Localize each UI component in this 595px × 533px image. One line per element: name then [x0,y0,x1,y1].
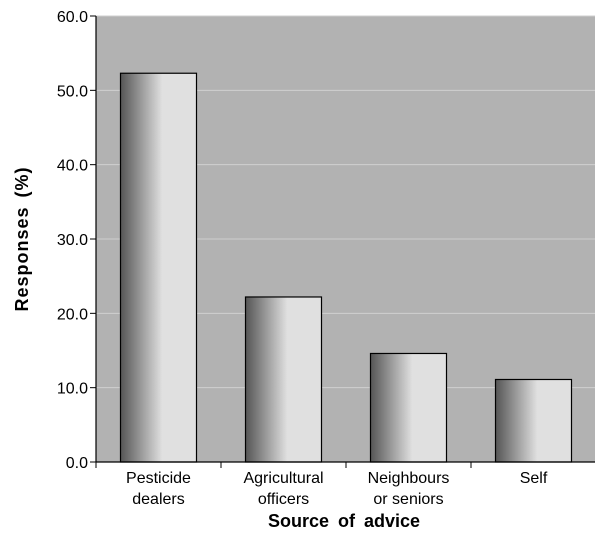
x-axis-title: Source of advice [268,511,420,531]
y-tick-label: 0.0 [66,455,88,472]
x-category-label: or seniors [373,491,443,508]
y-axis-title: Responses (%) [12,166,32,311]
y-tick-label: 60.0 [57,9,88,26]
bar [369,352,448,463]
x-category-label: Pesticide [126,470,191,487]
y-tick-label: 20.0 [57,306,88,323]
axes [90,15,595,468]
x-category-label: dealers [132,491,184,508]
x-category-label: officers [258,491,309,508]
bar [119,72,198,463]
x-category-label: Neighbours [368,470,450,487]
y-tick-label: 50.0 [57,83,88,100]
x-category-label: Self [520,470,548,487]
y-tick-label: 40.0 [57,158,88,175]
bar [244,296,323,463]
y-tick-label: 10.0 [57,381,88,398]
y-tick-labels: 0.0 10.0 20.0 30.0 40.0 50.0 60.0 [57,9,88,472]
x-category-label: Agricultural [243,470,323,487]
bar [494,378,573,463]
x-tick-labels: Pesticide dealers Agricultural officers Neig… [126,470,548,508]
bars [119,72,573,463]
y-tick-label: 30.0 [57,232,88,249]
